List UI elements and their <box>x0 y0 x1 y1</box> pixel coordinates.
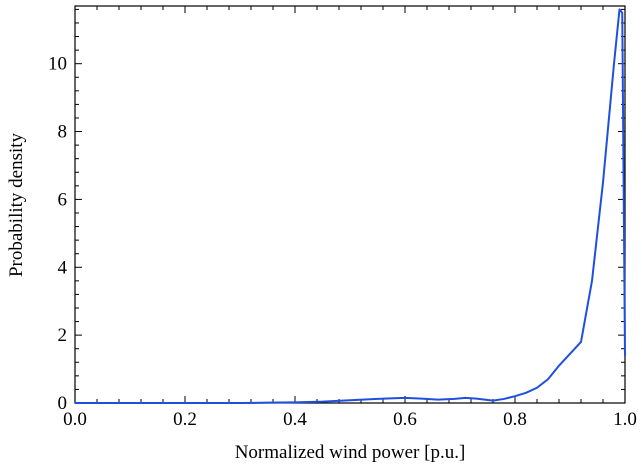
y-tick-label: 8 <box>58 122 68 143</box>
density-curve <box>75 8 626 404</box>
x-tick-label: 0.2 <box>173 409 197 430</box>
y-tick-label: 0 <box>58 393 68 414</box>
x-tick-label: 0.4 <box>283 409 307 430</box>
x-axis-label: Normalized wind power [p.u.] <box>235 442 466 463</box>
y-tick-label: 4 <box>58 257 68 278</box>
x-tick-label: 1.0 <box>613 409 637 430</box>
x-tick-label: 0.0 <box>63 409 87 430</box>
ticks-group <box>74 6 626 404</box>
tick-labels-group: 0.0 0.2 0.4 0.6 0.8 1.0 0 2 4 6 8 10 <box>48 54 637 430</box>
y-tick-label: 2 <box>58 325 68 346</box>
y-tick-label: 10 <box>48 54 67 75</box>
y-axis-label: Probability density <box>6 132 27 277</box>
y-tick-label: 6 <box>58 189 68 210</box>
plot-frame <box>74 5 626 404</box>
x-tick-label: 0.6 <box>393 409 417 430</box>
x-tick-label: 0.8 <box>503 409 527 430</box>
